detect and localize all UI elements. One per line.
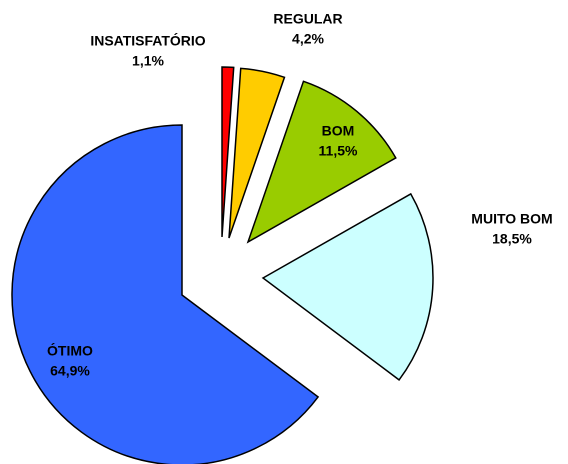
slice-label: ÓTIMO: [47, 342, 93, 359]
pie-slice: [11, 124, 320, 464]
slice-value: 4,2%: [292, 31, 324, 47]
pie-slice: [246, 80, 397, 244]
slice-value: 1,1%: [132, 53, 164, 69]
slice-label: MUITO BOM: [471, 211, 552, 227]
slice-label: REGULAR: [273, 11, 342, 27]
slice-value: 18,5%: [492, 231, 532, 247]
slice-label: BOM: [322, 123, 355, 139]
slice-value: 11,5%: [319, 143, 358, 159]
pie-slice: [221, 66, 235, 238]
slice-value: 64,9%: [50, 363, 90, 379]
slice-label: INSATISFATÓRIO: [90, 32, 205, 49]
pie-slice: [228, 67, 286, 239]
pie-slice: [261, 192, 434, 381]
